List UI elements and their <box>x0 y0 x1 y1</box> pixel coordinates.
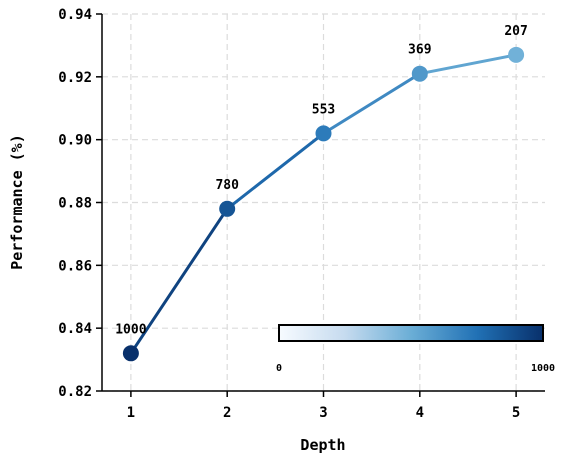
x-axis-title: Depth <box>300 436 345 454</box>
y-tick-label: 0.84 <box>58 321 92 337</box>
point-labels: 1000 780 553 369 207 <box>115 24 528 337</box>
data-point <box>122 345 139 362</box>
colorbar: 0 1000 <box>276 324 555 374</box>
colorbar-min-label: 0 <box>276 363 282 374</box>
x-tick-label: 5 <box>512 405 520 421</box>
y-tick-label: 0.88 <box>58 196 92 212</box>
y-tick-label: 0.92 <box>58 70 92 86</box>
data-point <box>315 125 332 142</box>
x-tick-label: 3 <box>319 405 327 421</box>
point-label: 553 <box>312 102 335 117</box>
data-point <box>508 46 525 63</box>
y-tick-label: 0.90 <box>58 133 92 149</box>
data-point <box>219 200 236 217</box>
line-segment <box>129 207 229 355</box>
y-tick-label: 0.86 <box>58 258 92 274</box>
line-segment <box>418 53 518 76</box>
point-label: 1000 <box>115 322 146 337</box>
y-tick-label: 0.82 <box>58 384 92 400</box>
line-segment <box>225 131 325 211</box>
y-axis-ticks: 0.82 0.84 0.86 0.88 0.90 0.92 0.94 <box>58 7 102 400</box>
data-point <box>411 65 428 82</box>
line-segment <box>322 72 422 135</box>
y-axis-title: Performance (%) <box>8 134 26 269</box>
y-tick-label: 0.94 <box>58 7 92 23</box>
x-tick-label: 4 <box>416 405 424 421</box>
series-points <box>122 46 525 362</box>
x-tick-label: 2 <box>223 405 231 421</box>
point-label: 369 <box>408 43 431 58</box>
x-axis-ticks: 1 2 3 4 5 <box>127 391 520 421</box>
series-line <box>129 53 518 355</box>
x-tick-label: 1 <box>127 405 135 421</box>
point-label: 207 <box>504 24 527 39</box>
colorbar-gradient <box>278 324 544 342</box>
point-label: 780 <box>215 178 239 193</box>
colorbar-max-label: 1000 <box>531 363 555 374</box>
